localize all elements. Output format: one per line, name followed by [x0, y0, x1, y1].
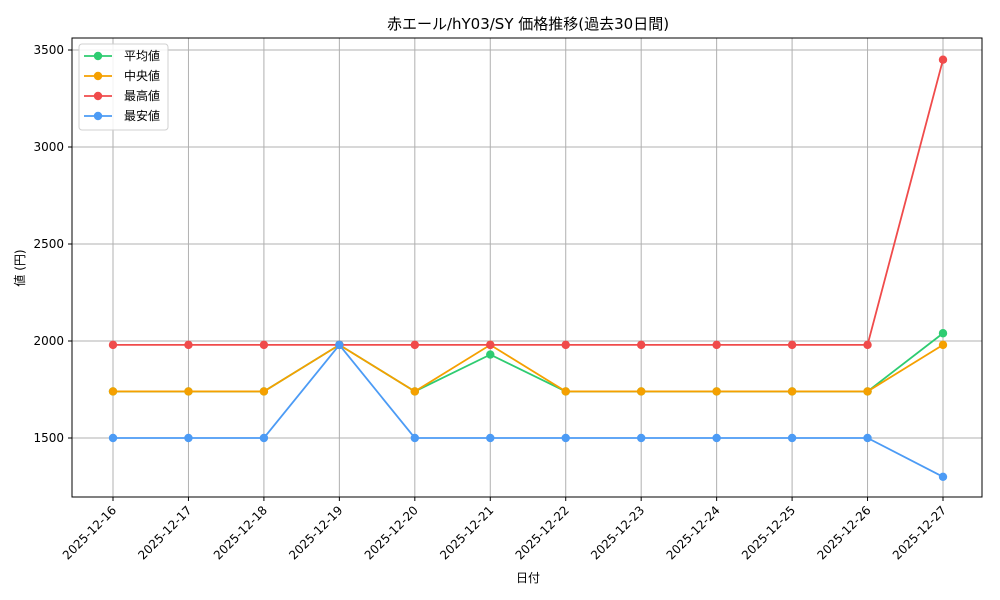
y-tick-label: 3500 [33, 43, 64, 57]
grid-lines [72, 38, 982, 497]
data-point [410, 340, 420, 350]
y-tick-label: 2000 [33, 334, 64, 348]
legend-label: 最高値 [124, 88, 160, 103]
data-point [259, 340, 269, 350]
data-point [863, 387, 872, 396]
x-axis-label: 日付 [516, 571, 540, 585]
data-point [259, 387, 269, 396]
legend-marker-icon [93, 71, 103, 81]
data-point [636, 340, 646, 350]
x-tick-label: 2025-12-18 [211, 503, 270, 562]
x-tick-label: 2025-12-17 [135, 503, 194, 562]
x-tick-label: 2025-12-16 [60, 503, 119, 562]
legend-marker-icon [93, 51, 103, 61]
legend-marker-icon [93, 91, 103, 101]
y-tick-label: 2500 [33, 237, 64, 251]
legend-marker-icon [93, 111, 103, 121]
data-point [410, 387, 420, 396]
data-point [863, 433, 872, 443]
x-tick-label: 2025-12-25 [739, 503, 798, 562]
x-axis-ticks: 2025-12-16 2025-12-17 2025-12-18 2025-12-19… [60, 497, 949, 562]
x-tick-label: 2025-12-26 [814, 503, 873, 562]
data-point [863, 340, 872, 350]
series-line [108, 340, 948, 396]
data-point [184, 387, 193, 396]
legend-item: 平均値 [84, 48, 160, 63]
data-point [561, 340, 570, 350]
data-point [787, 433, 797, 443]
data-point [712, 387, 721, 396]
data-point [410, 433, 420, 443]
data-series [108, 55, 948, 481]
data-point [486, 350, 495, 359]
x-tick-label: 2025-12-27 [890, 503, 949, 562]
legend-item: 中央値 [84, 68, 160, 83]
data-point [938, 340, 948, 350]
series-line [108, 55, 948, 350]
data-point [335, 340, 344, 350]
x-tick-label: 2025-12-21 [437, 503, 496, 562]
data-point [108, 340, 118, 350]
y-tick-label: 3000 [33, 140, 64, 154]
data-point [486, 433, 495, 443]
y-axis-label: 値 (円) [12, 249, 27, 286]
x-tick-label: 2025-12-23 [588, 503, 647, 562]
legend-item: 最高値 [84, 88, 160, 103]
data-point [787, 340, 797, 350]
x-tick-label: 2025-12-24 [664, 503, 723, 562]
series-line [108, 340, 948, 481]
data-point [184, 433, 193, 443]
data-point [108, 433, 118, 443]
legend-box [78, 43, 169, 131]
data-point [259, 433, 269, 443]
legend-item: 最安値 [84, 108, 160, 123]
chart-title: 赤エール/hY03/SY 価格推移(過去30日間) [387, 15, 669, 33]
series-line [108, 329, 948, 396]
legend-label: 平均値 [124, 48, 160, 63]
data-point [712, 433, 721, 443]
data-point [636, 387, 646, 396]
data-point [636, 433, 646, 443]
data-point [486, 340, 495, 350]
legend-label: 最安値 [124, 108, 160, 123]
legend-label: 中央値 [124, 68, 160, 83]
data-point [712, 340, 721, 350]
y-axis-ticks: 1500 2000 2500 3000 3500 [33, 43, 72, 445]
data-point [938, 329, 948, 338]
y-tick-label: 1500 [33, 431, 64, 445]
data-point [938, 55, 948, 64]
data-point [108, 387, 118, 396]
x-tick-label: 2025-12-20 [362, 503, 421, 562]
data-point [561, 433, 570, 443]
x-tick-label: 2025-12-19 [286, 503, 345, 562]
data-point [561, 387, 570, 396]
data-point [184, 340, 193, 350]
x-tick-label: 2025-12-22 [513, 503, 572, 562]
plot-frame [71, 37, 983, 498]
data-point [938, 472, 948, 481]
data-point [787, 387, 797, 396]
